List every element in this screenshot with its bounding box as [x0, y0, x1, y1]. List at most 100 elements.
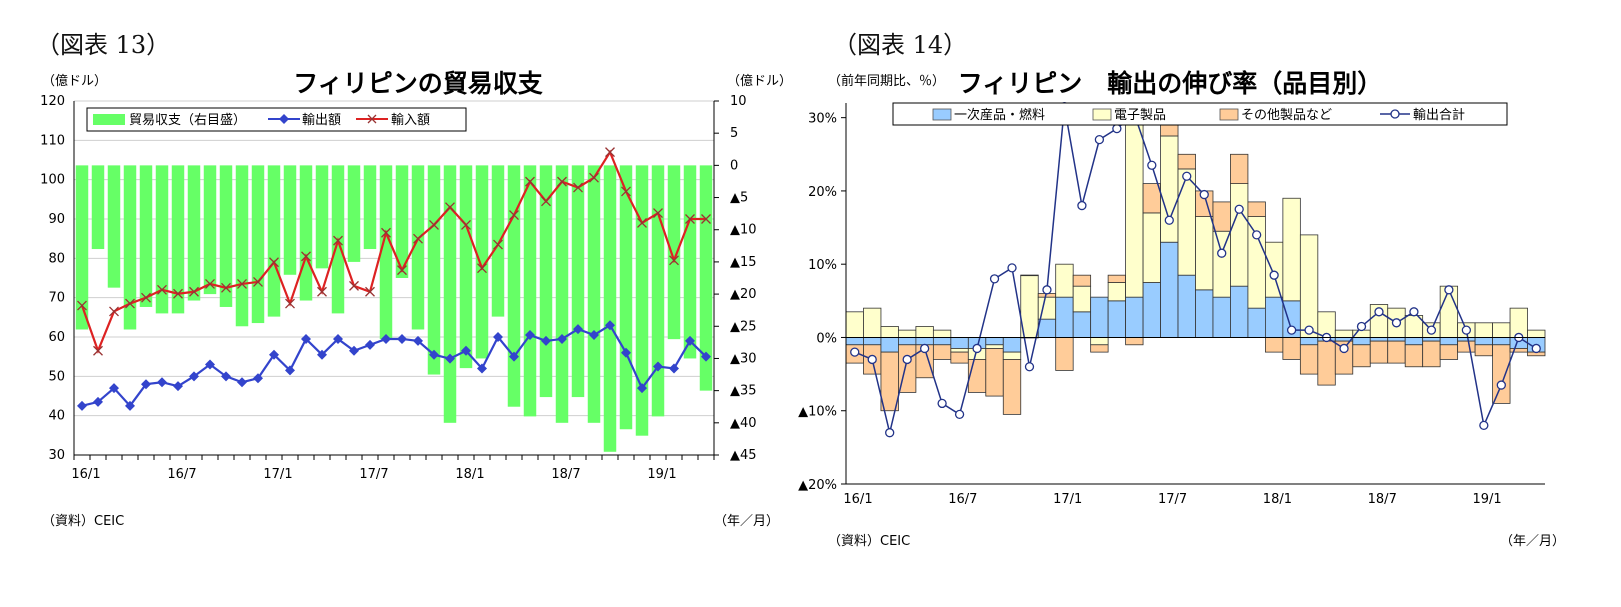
chart-14-other-bar	[1299, 344, 1319, 375]
chart-14-electronics-bar	[1474, 322, 1493, 338]
chart-13-imports-point	[109, 306, 119, 317]
chart-14-other-bar	[1247, 201, 1266, 217]
chart-13-left-tick-label: 120	[40, 94, 65, 109]
chart-13-right-tick-label: 0	[730, 158, 738, 173]
chart-13-imports-point	[285, 298, 295, 309]
chart-14-total-point	[1496, 380, 1506, 390]
chart-14-primary-bar	[1037, 318, 1057, 338]
chart-13-imports-point	[589, 172, 599, 183]
chart-14-primary-bar	[1352, 337, 1371, 346]
chart-14-total-point	[850, 347, 860, 357]
chart-13-left-tick-label: 100	[40, 173, 65, 188]
chart-14-legend: 一次産品・燃料 電子製品 その他製品など 輸出合計	[892, 102, 1508, 126]
chart-14-y-unit: （前年同期比、％）	[828, 73, 945, 89]
chart-13-exports-point	[221, 371, 231, 382]
chart-13-x-tick-label: 19/1	[647, 467, 676, 482]
chart-14-total-point	[1444, 285, 1454, 295]
chart-14-total-point	[1531, 343, 1541, 354]
chart-14-total-point	[1217, 248, 1227, 258]
chart-14-total-point	[1286, 325, 1297, 335]
chart-14-other-bar	[1265, 337, 1284, 353]
chart-14-total-point	[1461, 325, 1472, 335]
chart-13-balance-bar	[619, 165, 633, 430]
chart-14-total-point	[1164, 215, 1174, 225]
chart-13-left-tick-label: 70	[48, 291, 65, 306]
chart-13-exports-point	[589, 330, 599, 341]
chart-14-y-tick-label: 20%	[808, 185, 837, 200]
chart-14-primary-bar	[1107, 300, 1127, 338]
chart-13-exports-point	[605, 320, 615, 331]
figure-13-label: （図表 13）	[36, 31, 170, 59]
chart-13-axes: 120110100908070605040301050▲5▲10▲15▲20▲2…	[40, 94, 756, 482]
chart-14-electronics-bar	[1160, 135, 1179, 243]
chart-13-right-tick-label: ▲5	[730, 191, 748, 206]
chart-14-total-point	[1426, 325, 1437, 335]
chart-14-primary-bar	[1404, 337, 1424, 346]
chart-14-other-bar	[1369, 340, 1389, 364]
chart-14-other-bar	[1125, 337, 1144, 346]
chart-13-balance-bars	[75, 165, 713, 452]
chart-13-exports-point	[493, 332, 503, 342]
chart-14-electronics-bar	[1492, 322, 1511, 338]
chart-13-balance-bar	[219, 165, 233, 307]
chart-14-other-bar	[950, 351, 969, 364]
chart-14-other-bar	[1090, 344, 1109, 353]
chart-13-balance-bar	[363, 165, 377, 250]
chart-13-exports-point	[557, 333, 567, 344]
chart-13-exports-point	[157, 377, 167, 388]
chart-13-left-tick-label: 30	[48, 448, 65, 463]
chart-13-imports-point	[637, 217, 647, 228]
chart-13-imports-point	[77, 300, 87, 311]
chart-13-balance-bar	[603, 165, 617, 452]
chart-13-imports-point	[669, 255, 679, 266]
chart-14-primary-bar	[1212, 296, 1231, 338]
chart-13-exports-point	[573, 324, 583, 335]
chart-13-exports-point	[461, 345, 471, 356]
chart-14-other-bar	[1474, 344, 1493, 357]
chart-13-imports-point	[349, 280, 359, 291]
chart-13-lines	[77, 147, 711, 411]
chart-13-right-unit: （億ドル）	[727, 73, 792, 89]
chart-13-x-tick-label: 16/1	[71, 467, 100, 482]
chart-13-imports-point	[685, 214, 695, 224]
legend-other-label: その他製品など	[1241, 108, 1332, 123]
chart-14-primary-bar	[1299, 337, 1319, 346]
chart-13-balance-bar	[651, 165, 665, 417]
chart-13-exports-point	[413, 335, 423, 346]
chart-14-primary-bar	[863, 337, 882, 346]
chart-13-balance-bar	[395, 165, 409, 278]
chart-14-total-point	[1199, 189, 1209, 200]
chart-14-primary-bar	[1247, 307, 1266, 338]
chart-14-primary-bar	[932, 337, 952, 346]
chart-14-electronics-bar	[1072, 285, 1092, 313]
chart-13-left-tick-label: 40	[48, 409, 65, 424]
chart-13-balance-bar	[123, 165, 137, 330]
chart-14-total-point	[867, 354, 877, 365]
chart-13-right-tick-label: ▲10	[730, 223, 757, 238]
chart-13-title: フィリピンの貿易収支	[293, 69, 543, 98]
chart-14-primary-bar	[950, 337, 969, 349]
chart-13-exports-point	[125, 400, 135, 411]
legend-balance-swatch	[93, 114, 125, 125]
chart-13-x-tick-label: 16/7	[167, 467, 196, 482]
chart-14-x-tick-label: 18/7	[1368, 492, 1397, 507]
chart-14-y-tick-label: 0%	[816, 331, 837, 346]
chart-13-x-tick-label: 17/7	[359, 467, 388, 482]
chart-13-exports-point	[189, 371, 199, 382]
chart-14-primary-bar	[880, 337, 899, 353]
figure-14-label: （図表 14）	[833, 31, 967, 59]
chart-14-primary-bar	[1002, 337, 1022, 353]
legend-balance-label: 貿易収支（右目盛）	[129, 113, 246, 128]
chart-14-other-bar	[1212, 201, 1231, 232]
chart-14-total-point	[919, 343, 930, 354]
chart-14-electronics-bar	[1334, 329, 1354, 338]
chart-13-balance-bar	[75, 165, 89, 330]
chart-14-total-point	[1112, 123, 1122, 134]
chart-14-other-bar	[880, 351, 899, 412]
chart-13-balance-bar	[459, 165, 473, 369]
legend-total-label: 輸出合計	[1413, 107, 1465, 123]
chart-13-exports-point	[349, 345, 359, 356]
chart-13-exports-point	[701, 351, 711, 362]
chart-13-imports-point	[557, 176, 567, 187]
